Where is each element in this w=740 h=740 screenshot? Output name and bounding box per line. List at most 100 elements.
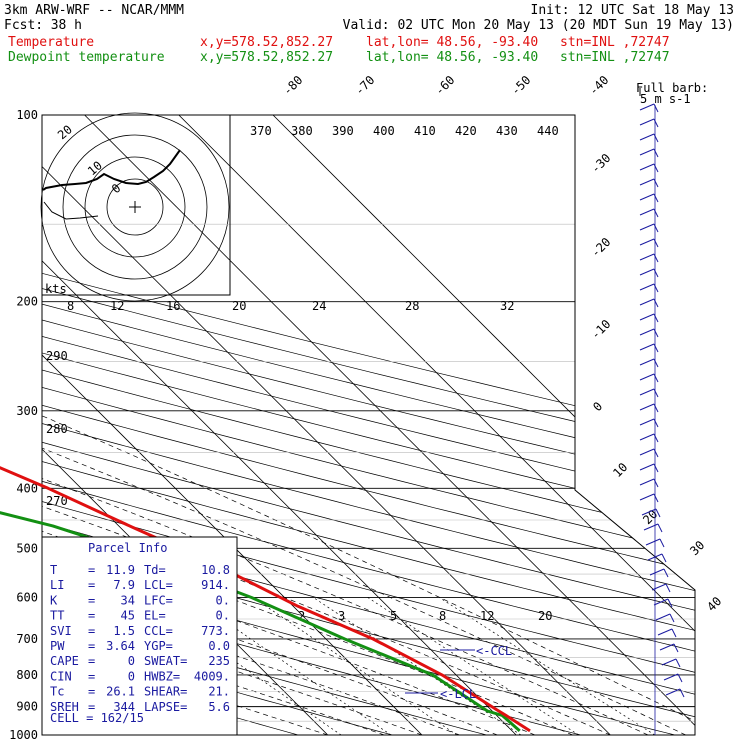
barb-legend-value: 5 m s-1 <box>640 92 691 106</box>
mixing-ratio-label: 2 <box>298 609 305 623</box>
parcel-equals: = <box>88 669 95 683</box>
parcel-equals: = <box>88 593 95 607</box>
wind-barb-icon <box>663 673 679 681</box>
mixing-ratio-label: 20 <box>538 609 552 623</box>
parcel-info-cell: CELL = 162/15 <box>50 711 144 725</box>
parcel-key: YGP= <box>144 639 173 653</box>
parcel-equals: = <box>88 578 95 592</box>
theta-label: 390 <box>332 124 354 138</box>
wind-barb-icon <box>659 643 675 651</box>
wind-barb-icon <box>639 253 655 261</box>
wind-barb-icon <box>649 568 665 576</box>
hodograph-ring <box>62 134 208 280</box>
speed-label: 16 <box>166 299 180 313</box>
theta-side-label: 280 <box>46 422 68 436</box>
legend-dewpoint-latlon: lat,lon= 48.56, -93.40 <box>366 50 538 65</box>
wind-barb-icon <box>673 643 679 653</box>
legend-dewpoint: Dewpoint temperature <box>8 50 165 65</box>
wind-barb-icon <box>679 688 685 698</box>
parcel-info-box <box>41 536 238 736</box>
isotherm-label: 30 <box>687 538 707 558</box>
pressure-tick-label: 200 <box>16 295 38 309</box>
wind-barb-icon <box>665 688 681 696</box>
wind-barb-icon <box>671 628 677 638</box>
wind-barb-icon <box>639 313 655 321</box>
parcel-value: 10.8 <box>201 563 230 577</box>
wind-barb-icon <box>639 268 655 276</box>
parcel-value: 773. <box>201 624 230 638</box>
isotherm-line <box>42 115 611 735</box>
hodograph-rings <box>40 112 230 302</box>
isotherm-label: -40 <box>586 73 611 98</box>
isotherm-label: 0 <box>590 399 605 414</box>
isotherm-label: 10 <box>610 460 630 480</box>
theta-label: 410 <box>414 124 436 138</box>
isotherm-line <box>42 115 517 735</box>
theta-label: 400 <box>373 124 395 138</box>
parcel-value: 26.1 <box>106 685 135 699</box>
wind-barb-icon <box>639 178 655 186</box>
pressure-tick-label: 300 <box>16 404 38 418</box>
wind-barb-icon <box>639 463 655 471</box>
wind-barb-icon <box>639 238 655 246</box>
parcel-value: 0. <box>216 609 230 623</box>
forecast-hours: 38 h <box>51 18 82 33</box>
wind-barb-icon <box>639 448 655 456</box>
isotherm-label: -80 <box>280 73 305 98</box>
temperature-trace <box>0 466 531 733</box>
parcel-equals: = <box>88 685 95 699</box>
parcel-key: TT <box>50 609 64 623</box>
parcel-key: CIN <box>50 669 72 683</box>
speed-label: 8 <box>67 299 74 313</box>
parcel-equals: = <box>88 700 95 714</box>
isotherm-label: 40 <box>704 594 724 614</box>
wind-barb-icon <box>639 478 655 486</box>
barb-legend: Full barb: 5 m s-1 <box>636 81 708 106</box>
parcel-value: 5.6 <box>208 700 230 714</box>
wind-barb-icon <box>661 658 677 666</box>
wind-barb-icon <box>639 283 655 291</box>
parcel-equals: = <box>88 624 95 638</box>
parcel-value: 1.5 <box>113 624 135 638</box>
wind-barb-icon <box>639 148 655 156</box>
parcel-equals: = <box>88 654 95 668</box>
wind-barb-icon <box>659 538 665 548</box>
wind-barb-icon <box>675 658 681 668</box>
wind-barb-icon <box>655 508 661 518</box>
parcel-key: LAPSE= <box>144 700 187 714</box>
parcel-key: LCL= <box>144 578 173 592</box>
wind-barb-icon <box>663 568 669 578</box>
theta-side-label: 290 <box>46 349 68 363</box>
pressure-tick-label: 100 <box>16 108 38 122</box>
forecast-label: Fcst: <box>4 18 43 33</box>
parcel-key: LFC= <box>144 593 173 607</box>
pressure-tick-label: 400 <box>16 481 38 495</box>
legend-temperature-latlon: lat,lon= 48.56, -93.40 <box>366 35 538 50</box>
speed-label: 12 <box>110 299 124 313</box>
parcel-value: 914. <box>201 578 230 592</box>
mixing-ratio-line <box>252 597 458 735</box>
wind-barb-icon <box>645 538 661 546</box>
isotherm-label: -60 <box>432 73 457 98</box>
wind-barb-icon <box>639 388 655 396</box>
speed-label: 32 <box>500 299 514 313</box>
parcel-key: SWEAT= <box>144 654 187 668</box>
isotherm-line <box>178 115 695 735</box>
parcel-key: CAPE <box>50 654 79 668</box>
parcel-value: 235 <box>208 654 230 668</box>
mixing-ratio-label: 8 <box>439 609 446 623</box>
isotherm-label: -70 <box>352 73 377 98</box>
parcel-key: Tc <box>50 685 64 699</box>
wind-barb-icon <box>639 223 655 231</box>
isotherm-label: -50 <box>508 73 533 98</box>
parcel-value: 3.64 <box>106 639 135 653</box>
wind-barb-icon <box>639 103 655 111</box>
wind-barb-icon <box>669 613 675 623</box>
wind-barb-icon <box>639 493 655 501</box>
hodograph-ring <box>106 178 164 236</box>
ccl-annotation: <-CCL <box>476 644 512 658</box>
parcel-key: HWBZ= <box>144 669 180 683</box>
wind-barb-icon <box>639 298 655 306</box>
speed-label: 28 <box>405 299 419 313</box>
